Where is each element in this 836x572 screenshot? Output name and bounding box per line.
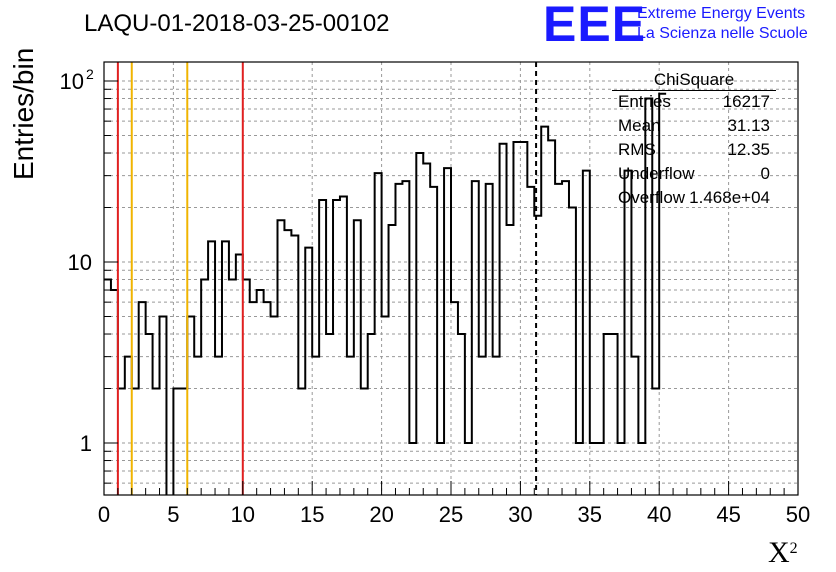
grid bbox=[104, 62, 798, 495]
y-tick-label-exponent: 2 bbox=[86, 66, 94, 82]
x-tick-label: 15 bbox=[300, 502, 324, 527]
y-tick-label: 10 bbox=[60, 69, 84, 94]
marker-lines bbox=[116, 62, 538, 495]
stats-title: ChiSquare bbox=[653, 70, 735, 89]
y-tick-label: 10 bbox=[68, 250, 92, 275]
stats-row: Entries 16217 bbox=[618, 92, 770, 114]
stats-row: Overflow 1.468e+04 bbox=[618, 188, 770, 210]
y-tick-label: 1 bbox=[80, 431, 92, 456]
x-tick-label: 45 bbox=[716, 502, 740, 527]
x-tick-label: 10 bbox=[231, 502, 255, 527]
stats-value: 12.35 bbox=[727, 140, 770, 159]
stats-row: RMS 12.35 bbox=[618, 140, 770, 162]
histogram-series bbox=[104, 92, 667, 495]
chart-title: LAQU-01-2018-03-25-00102 bbox=[84, 10, 390, 37]
stats-key: Overflow bbox=[618, 188, 686, 207]
x-tick-label: 30 bbox=[508, 502, 532, 527]
stats-value: 1.468e+04 bbox=[689, 188, 770, 207]
axis-ticks bbox=[103, 80, 799, 495]
stats-value: 31.13 bbox=[727, 116, 770, 135]
x-tick-label: 5 bbox=[167, 502, 179, 527]
x-tick-label: 40 bbox=[647, 502, 671, 527]
x-tick-label: 0 bbox=[98, 502, 110, 527]
eee-logo-text: EEE bbox=[543, 0, 647, 52]
x-tick-label: 50 bbox=[786, 502, 810, 527]
histogram-step-line bbox=[104, 92, 667, 495]
stats-divider bbox=[612, 90, 776, 91]
stats-box: ChiSquare Entries 16217 Mean 31.13 RMS 1… bbox=[612, 68, 776, 207]
stats-value: 0 bbox=[760, 164, 770, 183]
eee-logo: EEE bbox=[543, 0, 646, 52]
stats-row: Underflow 0 bbox=[618, 164, 770, 186]
stats-key: Mean bbox=[618, 116, 661, 135]
org-name-line1: Extreme Energy Events bbox=[637, 5, 806, 22]
x-tick-label: 35 bbox=[578, 502, 602, 527]
org-name-line2: La Scienza nelle Scuole bbox=[637, 25, 808, 42]
stats-key: Underflow bbox=[618, 164, 695, 183]
stats-key: RMS bbox=[618, 140, 656, 159]
x-tick-label: 20 bbox=[369, 502, 393, 527]
stats-key: Entries bbox=[618, 92, 671, 111]
x-axis-label: X2 bbox=[768, 536, 798, 569]
x-tick-label: 25 bbox=[439, 502, 463, 527]
stats-row: Mean 31.13 bbox=[618, 116, 770, 138]
y-axis-label: Entries/bin bbox=[8, 47, 39, 180]
stats-value: 16217 bbox=[722, 92, 770, 111]
